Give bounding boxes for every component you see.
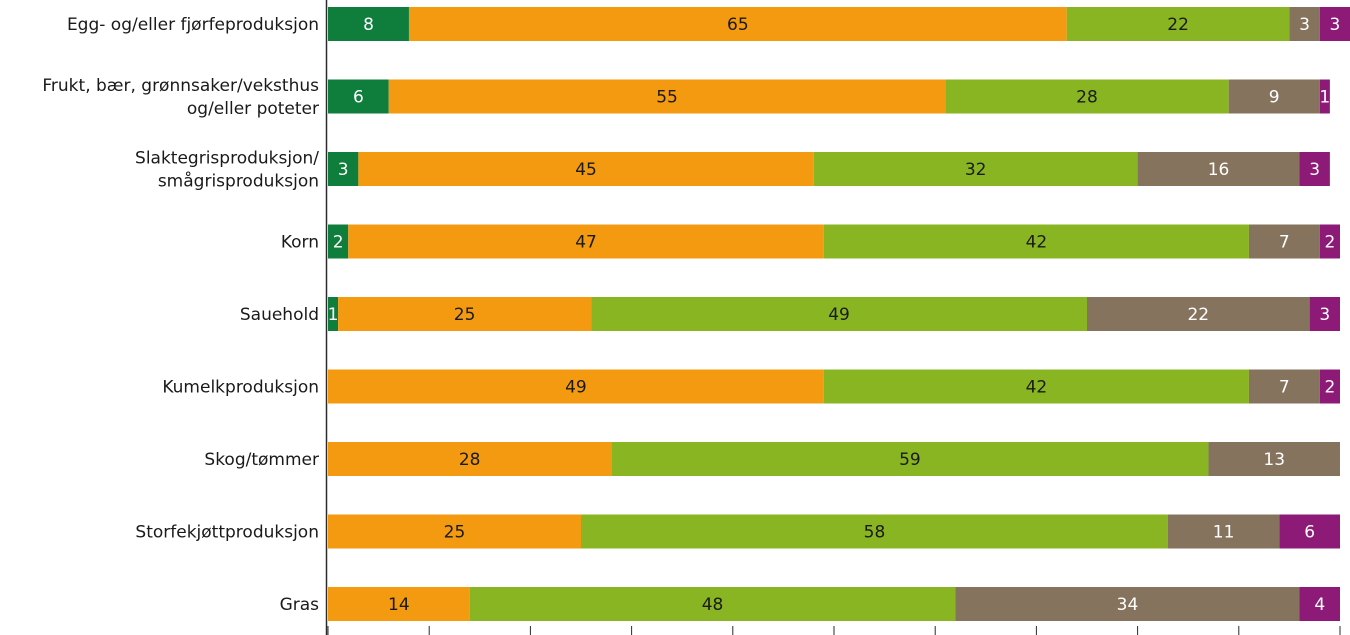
data-label: 4 (1314, 595, 1325, 615)
data-label: 32 (965, 160, 987, 180)
bar-segment (328, 514, 581, 549)
data-label: 65 (727, 15, 749, 35)
data-label: 9 (1269, 88, 1280, 108)
bar-segment (328, 442, 612, 476)
bar-segment (581, 514, 1168, 549)
data-label: 13 (1263, 450, 1285, 470)
data-label: 8 (363, 15, 374, 35)
bar-segment (1289, 7, 1320, 41)
category-label: Egg- og/eller fjørfeproduksjon (67, 15, 319, 35)
data-label: 7 (1279, 233, 1290, 253)
category-label: Sauehold (240, 305, 319, 325)
bar-segment (469, 587, 956, 621)
bar-segment (338, 297, 592, 331)
bar-segment (1228, 79, 1320, 114)
category-label: Gras (280, 595, 320, 615)
bar-segment (348, 224, 824, 259)
category-label: Skog/tømmer (204, 450, 319, 470)
bar-segment (328, 7, 409, 41)
data-label: 49 (565, 378, 587, 398)
bar-segment (388, 79, 946, 114)
bar-segment (1299, 587, 1340, 621)
data-label: 6 (1304, 523, 1315, 543)
data-label: 3 (338, 160, 349, 180)
data-label: 42 (1026, 378, 1048, 398)
bar-segment (328, 297, 339, 331)
category-label: Korn (281, 233, 319, 253)
bar-segment (1248, 369, 1320, 404)
bar-segment (328, 587, 470, 621)
bar-segment (1319, 224, 1340, 259)
data-label: 16 (1208, 160, 1230, 180)
bar-segment (1087, 297, 1310, 331)
data-label: 42 (1026, 233, 1048, 253)
data-label: 49 (828, 305, 850, 325)
data-label: 34 (1117, 595, 1139, 615)
bar-segment (945, 79, 1229, 114)
data-label: 1 (328, 305, 339, 325)
bar-segment (328, 224, 349, 259)
bar-segment (611, 442, 1209, 476)
data-label: 22 (1167, 15, 1189, 35)
data-label: 1 (1319, 88, 1330, 108)
bar-segment (1299, 152, 1330, 186)
data-label: 58 (864, 523, 886, 543)
category-label: Kumelkproduksjon (162, 378, 319, 398)
bar-segment (823, 369, 1249, 404)
bar-segment (823, 224, 1249, 259)
data-label: 3 (1330, 15, 1341, 35)
bar-segment (328, 369, 824, 404)
bar-segment (1319, 369, 1340, 404)
bar-segment (1167, 514, 1280, 549)
data-label: 11 (1213, 523, 1235, 543)
bar-segment (408, 7, 1067, 41)
bar-segment (328, 79, 389, 114)
bar-segment (1309, 297, 1340, 331)
bar-segment (1279, 514, 1340, 549)
bar-segment (591, 297, 1087, 331)
category-label: Slaktegrisproduksjon/smågrisproduksjon (135, 149, 319, 192)
bar-segment (1137, 152, 1300, 186)
data-label: 6 (353, 88, 364, 108)
bar-segment (1319, 79, 1330, 114)
data-label: 3 (1319, 305, 1330, 325)
data-label: 25 (454, 305, 476, 325)
data-label: 2 (333, 233, 344, 253)
category-label: Frukt, bær, grønnsaker/veksthus og/eller … (42, 76, 319, 119)
bar-segment (358, 152, 814, 186)
data-label: 25 (444, 523, 466, 543)
bar-segment (1066, 7, 1290, 41)
data-label: 28 (1076, 88, 1098, 108)
bar-segment (1319, 7, 1350, 41)
data-label: 2 (1324, 233, 1335, 253)
data-label: 45 (575, 160, 597, 180)
bar-segment (328, 152, 359, 186)
data-label: 3 (1299, 15, 1310, 35)
data-label: 2 (1324, 378, 1335, 398)
bar-segment (813, 152, 1138, 186)
data-label: 3 (1309, 160, 1320, 180)
data-label: 28 (459, 450, 481, 470)
data-label: 59 (899, 450, 921, 470)
data-label: 47 (575, 233, 597, 253)
data-label: 48 (702, 595, 724, 615)
bar-segment (955, 587, 1300, 621)
bar-segment (1208, 442, 1340, 476)
data-label: 7 (1279, 378, 1290, 398)
category-label: Storfekjøttproduksjon (135, 523, 319, 543)
data-label: 14 (388, 595, 410, 615)
bar-segment (1248, 224, 1320, 259)
data-label: 55 (656, 88, 678, 108)
data-label: 22 (1187, 305, 1209, 325)
